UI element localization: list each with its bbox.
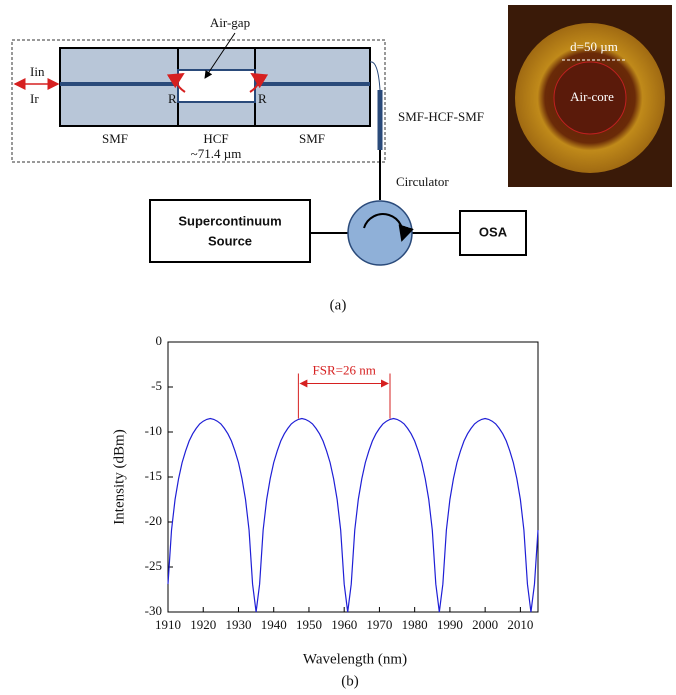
diameter-label: d=50 µm: [570, 39, 618, 54]
smf-block: [254, 47, 371, 127]
x-tick-label: 1960: [331, 617, 357, 632]
x-tick-label: 1940: [261, 617, 287, 632]
x-tick-label: 1970: [366, 617, 392, 632]
y-tick-label: -25: [145, 558, 162, 573]
hcf-label: HCF: [203, 131, 228, 146]
y-tick-label: -30: [145, 603, 162, 618]
air-gap: [177, 69, 256, 103]
air-core-region: [553, 61, 627, 135]
x-tick-label: 1980: [402, 617, 428, 632]
smf-label: SMF: [299, 131, 325, 146]
smf-block: [59, 47, 179, 127]
spectrum-chart: Wavelength (nm) Intensity (dBm) (b): [111, 429, 407, 689]
y-tick-label: -15: [145, 468, 162, 483]
x-tick-label: 2010: [507, 617, 533, 632]
x-tick-label: 2000: [472, 617, 498, 632]
reflection-arrow: [249, 72, 269, 93]
source-label: Source: [208, 233, 252, 248]
sensor-label: SMF-HCF-SMF: [398, 109, 484, 124]
air-gap-label: Air-gap: [210, 15, 250, 30]
osa-box: [459, 210, 527, 256]
spectrum-line: [167, 417, 539, 613]
circulator-label: Circulator: [396, 174, 449, 189]
x-axis-title: Wavelength (nm): [303, 651, 407, 667]
y-tick-label: -10: [145, 423, 162, 438]
caption: (b): [341, 673, 359, 689]
setup-diagram: Air-gap Iin Ir R R SMF HCF SMF ~71.4 µm …: [11, 5, 672, 313]
y-tick-label: -20: [145, 513, 162, 528]
x-tick-label: 1990: [437, 617, 463, 632]
iin-label: Iin: [30, 64, 45, 79]
plot-frame: [167, 341, 539, 613]
x-tick-label: 1930: [225, 617, 251, 632]
reflection-arrow: [166, 72, 186, 93]
osa-label: OSA: [479, 224, 508, 239]
circulator-arrow: [363, 213, 414, 242]
smf-label: SMF: [102, 131, 128, 146]
source-box: [149, 199, 311, 263]
ir-label: Ir: [30, 91, 39, 106]
r-label: R: [168, 91, 177, 106]
caption: (a): [330, 297, 347, 313]
fsr-label: FSR=26 nm: [313, 362, 376, 377]
pointer: [204, 32, 236, 79]
y-tick-label: 0: [156, 333, 163, 348]
source-label: Supercontinuum: [178, 213, 281, 228]
x-tick-label: 1910: [155, 617, 181, 632]
sensor-box: [11, 39, 386, 163]
x-tick-label: 1950: [296, 617, 322, 632]
y-tick-label: -5: [151, 378, 162, 393]
r-label: R: [258, 91, 267, 106]
y-axis-title: Intensity (dBm): [111, 429, 127, 524]
air-core-label: Air-core: [570, 89, 614, 104]
fiber: [369, 61, 381, 91]
length-label: ~71.4 µm: [191, 146, 242, 161]
x-tick-label: 1920: [190, 617, 216, 632]
